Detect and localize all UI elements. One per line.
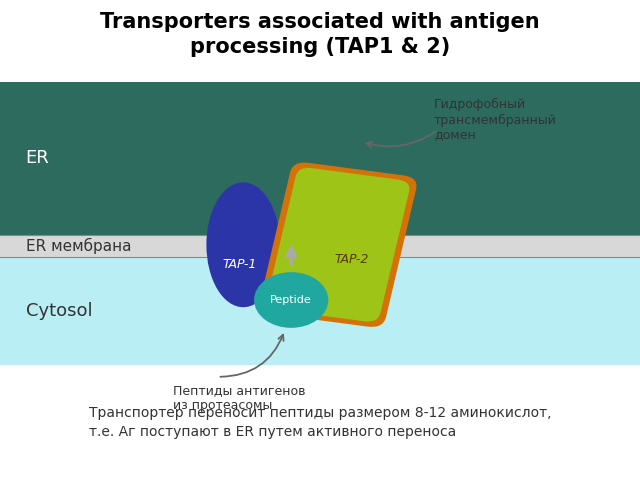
Text: ER: ER [26, 149, 49, 168]
Text: Transporters associated with antigen
processing (TAP1 & 2): Transporters associated with antigen pro… [100, 12, 540, 57]
Text: TAP-2: TAP-2 [335, 252, 369, 266]
Text: Peptide: Peptide [270, 295, 312, 305]
Text: Cytosol: Cytosol [26, 302, 92, 320]
Circle shape [254, 272, 328, 328]
Bar [0, 257, 640, 365]
Text: Транспортер переносит пептиды размером 8-12 аминокислот,
т.е. Аг поступают в ER : Транспортер переносит пептиды размером 8… [89, 406, 551, 439]
Text: Пептиды антигенов
из протеасомы: Пептиды антигенов из протеасомы [173, 384, 305, 412]
Bar [0, 235, 640, 257]
Text: Гидрофобный
трансмембранный
домен: Гидрофобный трансмембранный домен [434, 98, 557, 142]
Ellipse shape [206, 182, 280, 307]
Text: ER мембрана: ER мембрана [26, 238, 131, 254]
Bar [0, 82, 640, 235]
FancyBboxPatch shape [260, 163, 417, 327]
Text: TAP-1: TAP-1 [223, 257, 257, 271]
FancyBboxPatch shape [267, 168, 410, 322]
